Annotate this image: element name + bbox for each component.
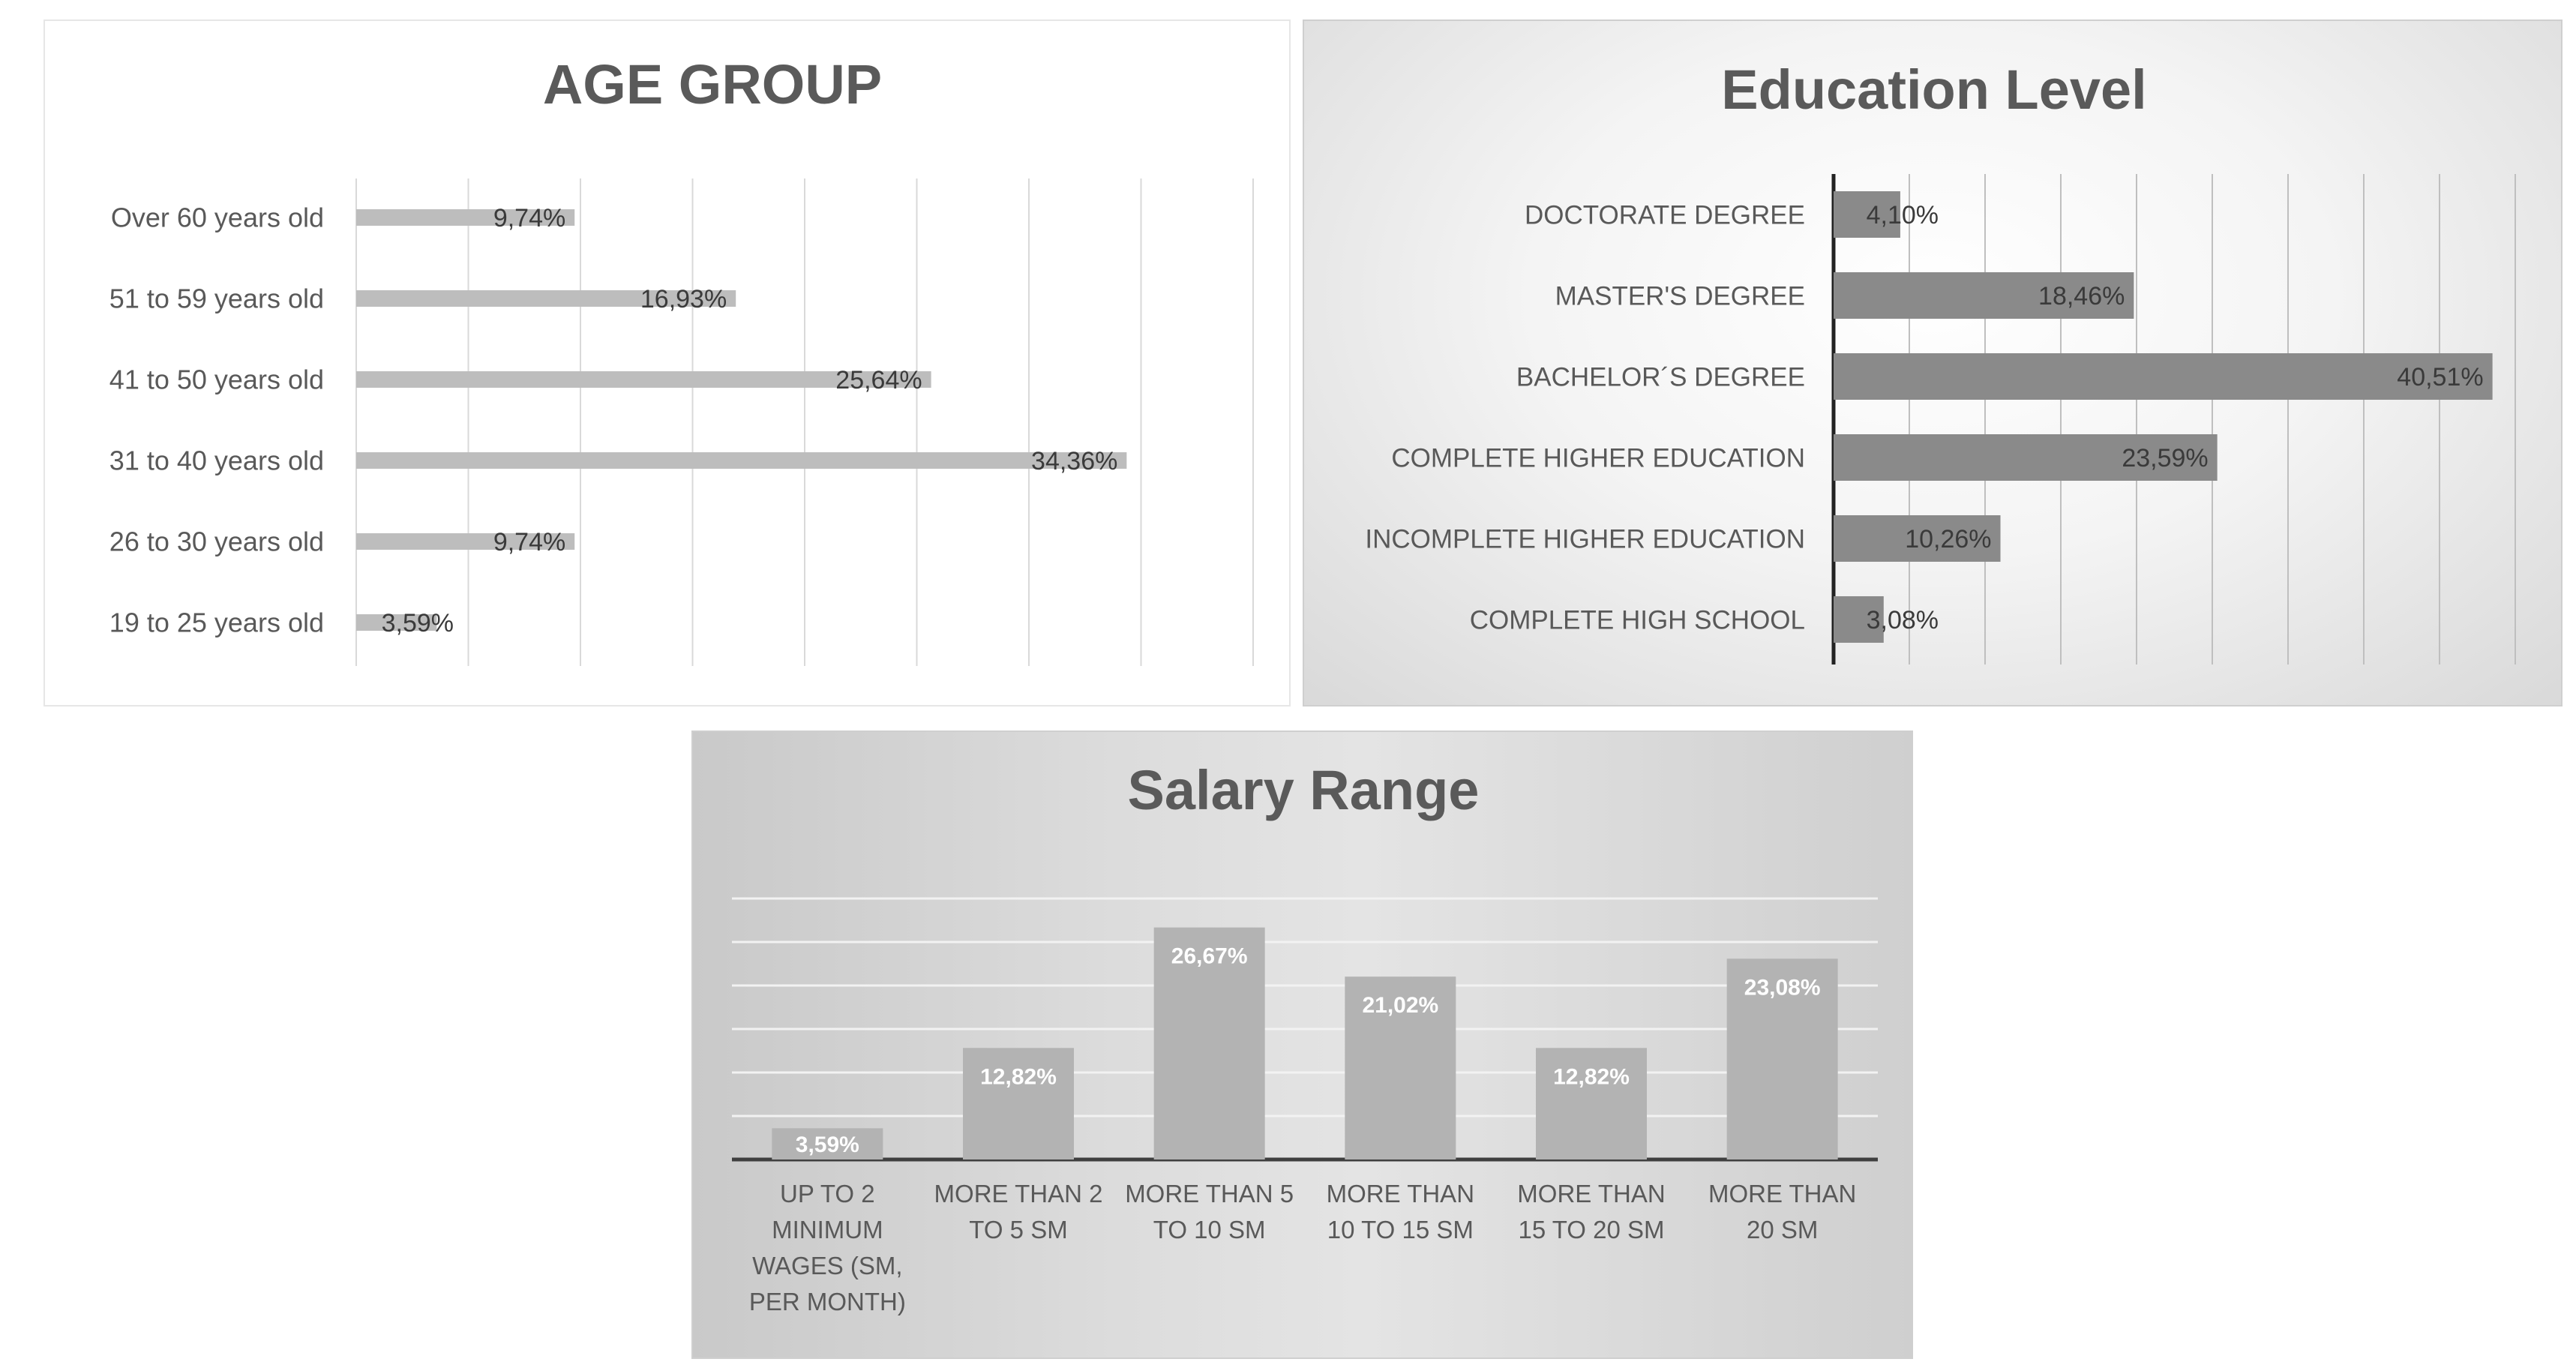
- category-label: 26 to 30 years old: [109, 526, 324, 557]
- data-label: 10,26%: [1905, 525, 1991, 554]
- category-label: DOCTORATE DEGREE: [1525, 200, 1805, 230]
- bar: [1834, 353, 2493, 400]
- data-label: 12,82%: [980, 1064, 1057, 1089]
- bar: [356, 614, 437, 631]
- data-label: 23,59%: [2122, 444, 2208, 472]
- education-chart-title: Education Level: [1721, 58, 2146, 121]
- category-label: INCOMPLETE HIGHER EDUCATION: [1365, 524, 1805, 554]
- category-label: UP TO 2: [780, 1180, 875, 1208]
- data-label: 9,74%: [493, 204, 565, 232]
- category-label: MINIMUM: [772, 1216, 883, 1244]
- category-label: MORE THAN: [1327, 1180, 1474, 1208]
- category-label: MORE THAN 5: [1125, 1180, 1294, 1208]
- data-label: 21,02%: [1362, 993, 1438, 1018]
- bar: [1834, 191, 1900, 238]
- category-label: COMPLETE HIGHER EDUCATION: [1391, 443, 1805, 472]
- category-label: WAGES (SM,: [752, 1252, 902, 1280]
- category-label: MORE THAN 2: [934, 1180, 1103, 1208]
- bar: [1726, 958, 1838, 1160]
- data-label: 3,59%: [382, 609, 454, 638]
- data-label: 3,59%: [796, 1132, 859, 1157]
- age-group-chart-svg: AGE GROUP Over 60 years old 9,74% 51 to 59…: [109, 53, 1254, 666]
- bar: [1834, 515, 2001, 562]
- category-label: 15 TO 20 SM: [1518, 1216, 1664, 1244]
- category-label: COMPLETE HIGH SCHOOL: [1470, 605, 1805, 634]
- category-label: 20 SM: [1747, 1216, 1818, 1244]
- data-label: 18,46%: [2038, 282, 2125, 310]
- category-label: TO 10 SM: [1153, 1216, 1266, 1244]
- category-label: TO 5 SM: [969, 1216, 1067, 1244]
- data-label: 40,51%: [2397, 363, 2483, 392]
- category-label: 31 to 40 years old: [109, 446, 324, 476]
- bar: [1153, 927, 1265, 1160]
- data-label: 12,82%: [1553, 1064, 1630, 1089]
- salary-range-chart: Salary Range 3,59% UP TO 2 MINIMUM WAGES (S…: [691, 730, 1913, 1359]
- category-label: BACHELOR´S DEGREE: [1516, 362, 1805, 392]
- data-label: 34,36%: [1031, 447, 1117, 476]
- education-level-chart-svg: Education Level DOCTORATE DEGREE 4,10% MAS…: [1365, 58, 2516, 664]
- category-label: MASTER'S DEGREE: [1555, 281, 1805, 310]
- category-label: 41 to 50 years old: [109, 364, 324, 395]
- salary-range-chart-svg: Salary Range 3,59% UP TO 2 MINIMUM WAGES (S…: [732, 759, 1878, 1316]
- data-label: 3,08%: [1867, 606, 1939, 634]
- category-label: 51 to 59 years old: [109, 284, 324, 314]
- bar: [356, 452, 1127, 469]
- salary-chart-title: Salary Range: [1128, 759, 1480, 821]
- age-chart-title: AGE GROUP: [543, 53, 882, 116]
- data-label: 9,74%: [493, 528, 565, 556]
- data-label: 26,67%: [1171, 944, 1248, 969]
- education-level-chart: Education Level DOCTORATE DEGREE 4,10% MAS…: [1303, 20, 2563, 706]
- data-label: 16,93%: [640, 285, 727, 314]
- bar: [772, 1128, 883, 1160]
- bar: [356, 371, 931, 388]
- category-label: PER MONTH): [749, 1288, 906, 1316]
- bar: [1345, 976, 1456, 1160]
- bar: [356, 533, 575, 550]
- bar: [356, 209, 575, 226]
- bar: [356, 290, 736, 307]
- bar: [1536, 1048, 1647, 1160]
- age-group-chart: AGE GROUP Over 60 years old 9,74% 51 to 59…: [43, 20, 1291, 706]
- bar: [963, 1048, 1074, 1160]
- category-label: 10 TO 15 SM: [1327, 1216, 1474, 1244]
- data-label: 25,64%: [835, 366, 922, 394]
- category-label: Over 60 years old: [111, 202, 324, 233]
- category-label: MORE THAN: [1708, 1180, 1856, 1208]
- data-label: 4,10%: [1867, 201, 1939, 230]
- bar: [1834, 272, 2134, 319]
- data-label: 23,08%: [1744, 975, 1821, 1000]
- bar: [1834, 596, 1884, 643]
- category-label: MORE THAN: [1517, 1180, 1665, 1208]
- bar: [1834, 434, 2218, 481]
- category-label: 19 to 25 years old: [109, 608, 324, 638]
